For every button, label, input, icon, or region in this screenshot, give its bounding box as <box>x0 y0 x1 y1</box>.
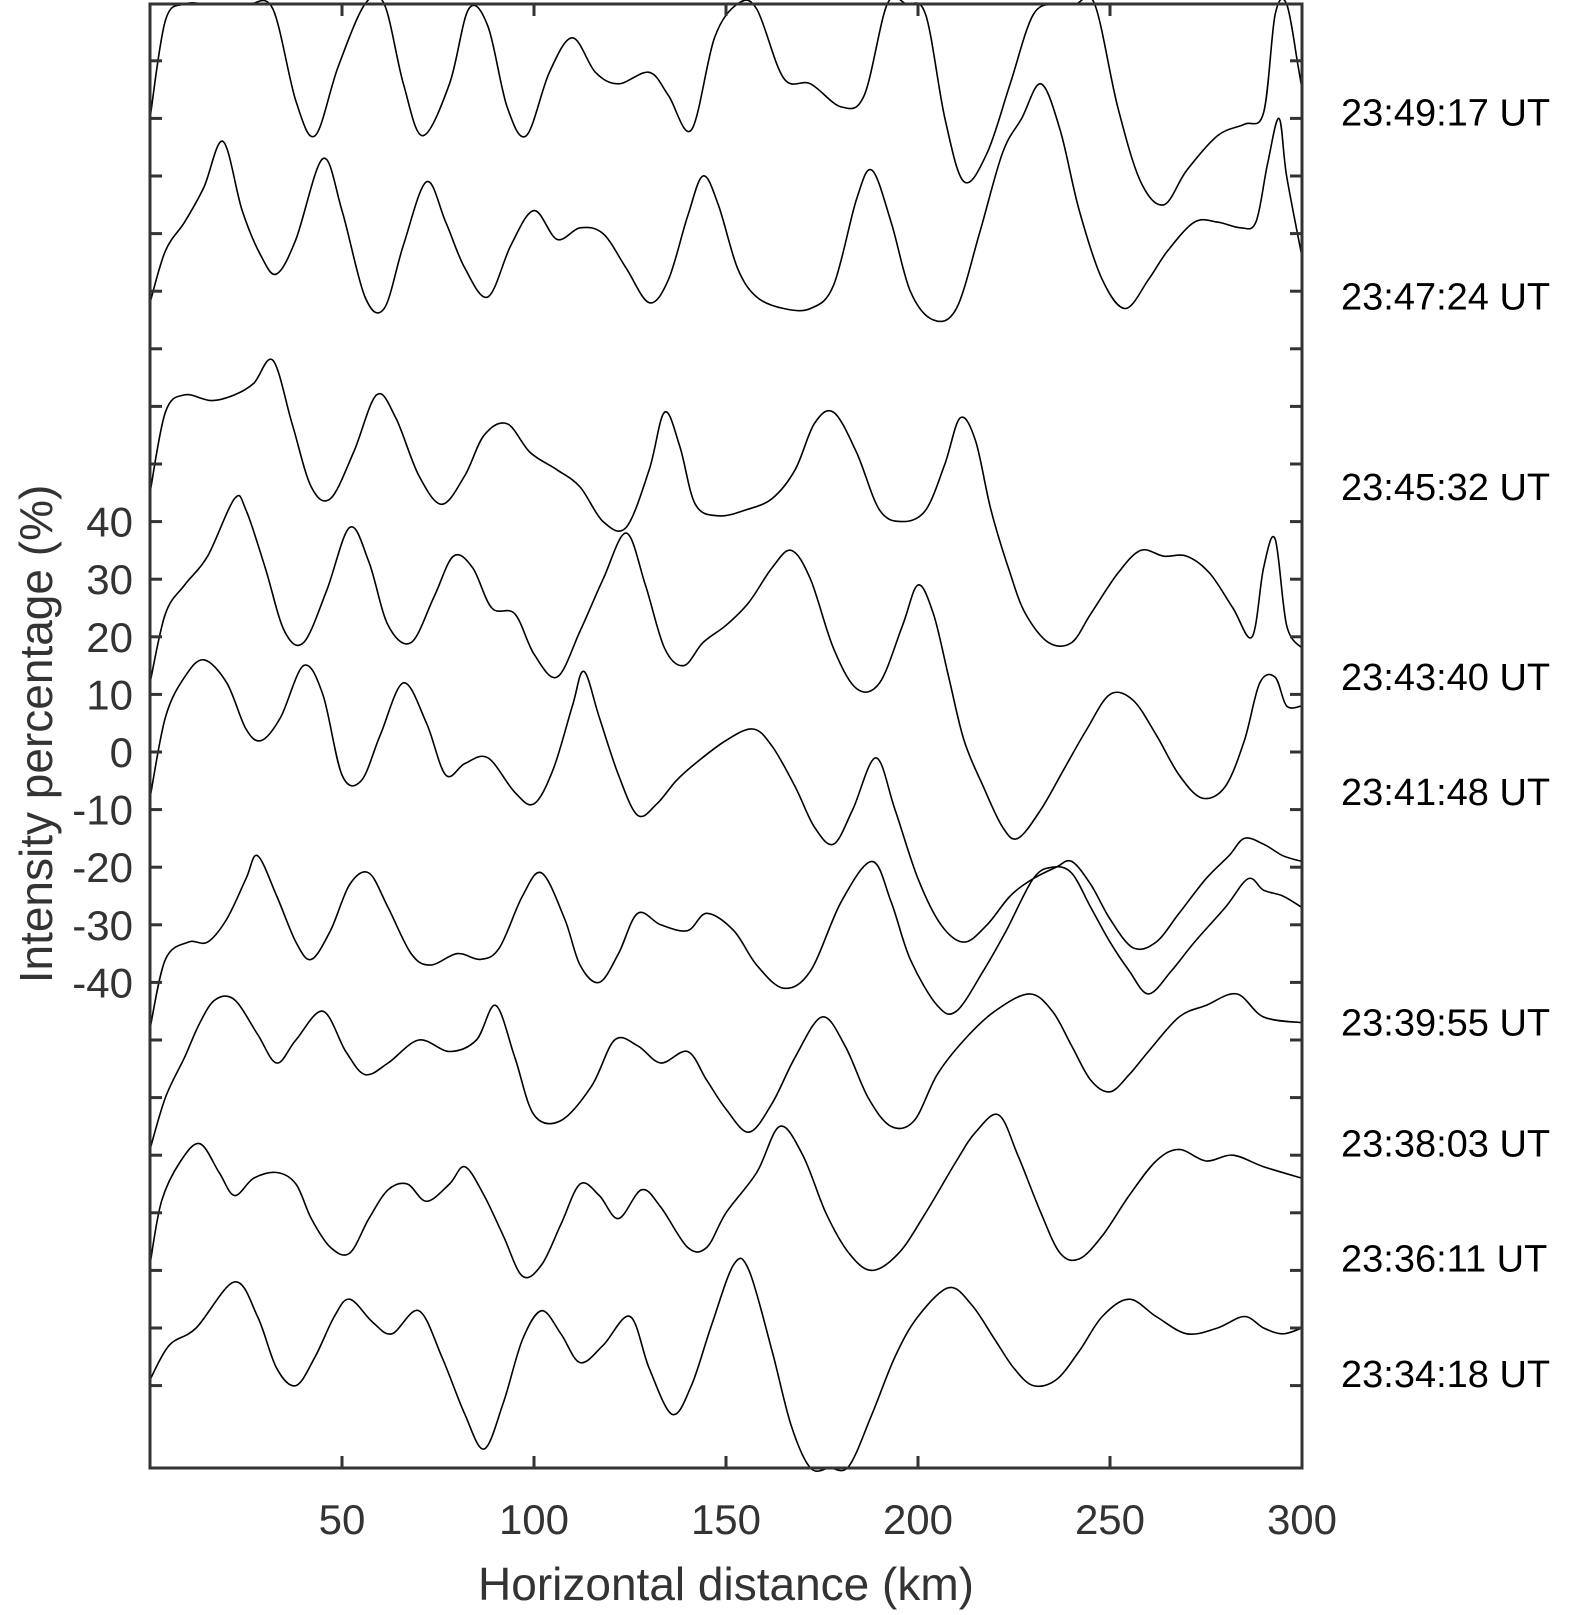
y-tick-label: 40 <box>86 499 133 546</box>
series-label-6: 23:45:32 UT <box>1341 467 1550 509</box>
series-label-4: 23:41:48 UT <box>1341 772 1550 814</box>
series-label-8: 23:49:17 UT <box>1341 92 1550 134</box>
x-tick-label: 100 <box>499 1496 569 1543</box>
plot-frame <box>148 2 1304 1470</box>
series-line-2 <box>149 992 1303 1150</box>
x-axis-title: Horizontal distance (km) <box>478 1558 974 1610</box>
series-line-3 <box>149 854 1303 1029</box>
series-line-1 <box>149 1113 1303 1279</box>
series-line-8 <box>149 0 1303 206</box>
y-tick-label: -40 <box>72 959 133 1006</box>
x-tick-label: 200 <box>883 1496 953 1543</box>
series-label-3: 23:39:55 UT <box>1341 1003 1550 1045</box>
series-labels: 23:34:18 UT 23:36:11 UT 23:38:03 UT 23:39:5… <box>1341 92 1550 1395</box>
x-tick-label: 300 <box>1267 1496 1337 1543</box>
series-label-5: 23:43:40 UT <box>1341 657 1550 699</box>
y-axis-title: Intensity percentage (%) <box>10 485 62 984</box>
axis-ticks <box>150 4 1304 1468</box>
y-tick-label: 10 <box>86 671 133 718</box>
y-tick-labels: -40 -30 -20 -10 0 10 20 30 40 <box>72 499 133 1007</box>
series-label-2: 23:38:03 UT <box>1341 1123 1550 1165</box>
series-line-7 <box>149 83 1303 323</box>
series-traces <box>149 0 1303 1472</box>
x-tick-labels: 50 100 150 200 250 300 <box>319 1496 1337 1543</box>
y-tick-label: -20 <box>72 844 133 891</box>
y-tick-label: 0 <box>110 729 133 776</box>
x-tick-label: 250 <box>1075 1496 1145 1543</box>
series-label-7: 23:47:24 UT <box>1341 277 1550 319</box>
series-line-4 <box>149 658 1303 951</box>
y-tick-label: 20 <box>86 614 133 661</box>
y-tick-label: -10 <box>72 787 133 834</box>
series-line-5 <box>149 494 1303 840</box>
series-label-0: 23:34:18 UT <box>1341 1354 1550 1396</box>
x-tick-label: 50 <box>319 1496 366 1543</box>
series-label-1: 23:36:11 UT <box>1341 1239 1547 1281</box>
x-tick-label: 150 <box>691 1496 761 1543</box>
y-tick-label: 30 <box>86 556 133 603</box>
series-line-6 <box>149 358 1303 649</box>
y-tick-label: -30 <box>72 902 133 949</box>
series-line-0 <box>149 1257 1303 1472</box>
